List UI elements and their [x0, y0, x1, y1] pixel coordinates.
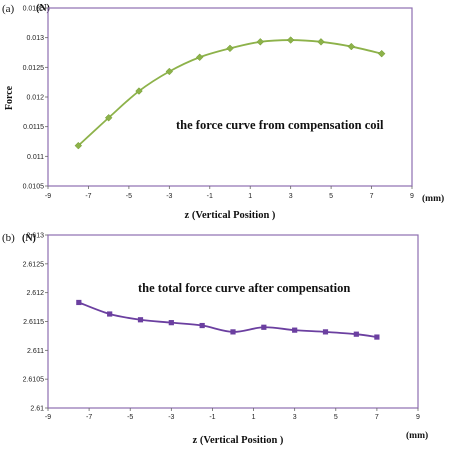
panel-a-x-tick-label: -1 [207, 193, 213, 200]
panel-b-x-tick-label: -1 [209, 414, 215, 421]
panel-a-plot: 0.0105 0.011 0.0115 0.012 0.0125 0.013 0.0135 -… [23, 6, 414, 201]
panel-b-x-tick-label: -9 [45, 414, 51, 421]
panel-a-x-tick-label: 3 [289, 193, 293, 200]
panel-b-x-tick-label: 1 [252, 414, 256, 421]
panel-a-x-tick-label: -5 [126, 193, 132, 200]
panel-b-y-tick-label: 2.6125 [23, 261, 45, 268]
panel-a-data-point [286, 36, 295, 44]
panel-b-data-point [137, 317, 144, 323]
panel-b-y-tick-label: 2.611 [27, 348, 44, 355]
panel-b-data-point [168, 320, 174, 326]
panel-a-data-point [317, 38, 325, 46]
panel-b-x-tick-label: -7 [86, 414, 92, 421]
panel-b-annotation: the total force curve after compensation [138, 281, 350, 295]
panel-a-xlabel: z (Vertical Position ) [185, 210, 276, 221]
panel-a-x-unit: (mm) [422, 193, 444, 204]
panel-a-plot-frame [47, 7, 413, 187]
panel-a-y-tick-label: 0.0105 [23, 184, 45, 191]
panel-a-label: (a) [2, 3, 15, 15]
panel-a-data-point [226, 44, 234, 53]
panel-b-y-unit: (N) [22, 233, 36, 244]
panel-b-x-tick-label: -5 [127, 414, 133, 421]
panel-b-series-line [78, 301, 378, 338]
panel-a-x-tick-label: -9 [45, 193, 51, 200]
panel-a-x-tick-label: 5 [329, 193, 333, 200]
panel-a-data-point [135, 87, 143, 95]
panel-b-data-point [107, 311, 113, 317]
panel-a-data-point [347, 42, 356, 51]
panel-b-x-tick-label: 3 [293, 414, 297, 421]
panel-b-data-point [261, 324, 267, 330]
panel-b-label: (b) [2, 232, 15, 244]
panel-b-y-tick-label: 2.613 [26, 233, 44, 240]
panel-b-data-point [353, 331, 359, 337]
panel-b-plot: 2.61 2.6105 2.611 2.6115 2.612 2.6125 2.613 -9 -… [23, 233, 420, 422]
panel-b-data-point [199, 322, 205, 329]
panel-b-data-point [322, 329, 329, 335]
panel-a-data-point [74, 141, 83, 150]
panel-b-data-point [230, 329, 236, 335]
panel-b-x-tick-label: 9 [416, 414, 420, 421]
panel-a-data-point [195, 53, 204, 62]
panel-b-x-tick-label: -3 [168, 414, 174, 421]
panel-a-ylabel: Force [4, 85, 15, 110]
panel-a-y-tick-label: 0.0135 [23, 6, 45, 13]
panel-b-x-tick-label: 5 [334, 414, 338, 421]
panel-b-xlabel: z (Vertical Position ) [193, 435, 284, 446]
panel-b-y-tick-label: 2.61 [30, 406, 44, 413]
panel-b-x-unit: (mm) [406, 430, 428, 441]
panel-b-data-point [374, 334, 380, 340]
panel-a-data-point [165, 67, 174, 76]
panel-a-y-tick-label: 0.011 [27, 154, 44, 161]
panel-a-y-tick-label: 0.012 [26, 95, 44, 102]
panel-a-x-tick-label: 7 [370, 193, 374, 200]
panel-b-data-point [76, 299, 82, 306]
panel-b-y-tick-label: 2.6115 [23, 319, 44, 326]
panel-a-x-tick-label: -3 [166, 193, 172, 200]
panel-b-y-tick-label: 2.612 [26, 290, 44, 297]
panel-b-y-tick-label: 2.6105 [23, 377, 45, 384]
panel-a-data-point [256, 38, 265, 46]
panel-b-x-tick-label: 7 [375, 414, 379, 421]
panel-a-x-tick-label: 9 [410, 193, 414, 200]
panel-a-data-point [377, 49, 386, 58]
panel-a-data-point [104, 114, 113, 122]
panel-b-data-point [292, 327, 298, 333]
panel-a-x-tick-label: 1 [248, 193, 252, 200]
panel-a-y-tick-label: 0.013 [26, 35, 44, 42]
panel-a-x-tick-label: -7 [85, 193, 91, 200]
panel-a-y-tick-label: 0.0115 [23, 124, 44, 131]
panel-b-plot-frame [47, 234, 419, 409]
panel-a-y-unit: (N) [36, 3, 50, 14]
panel-a-y-tick-label: 0.0125 [23, 65, 45, 72]
panel-a-annotation: the force curve from compensation coil [176, 118, 384, 132]
